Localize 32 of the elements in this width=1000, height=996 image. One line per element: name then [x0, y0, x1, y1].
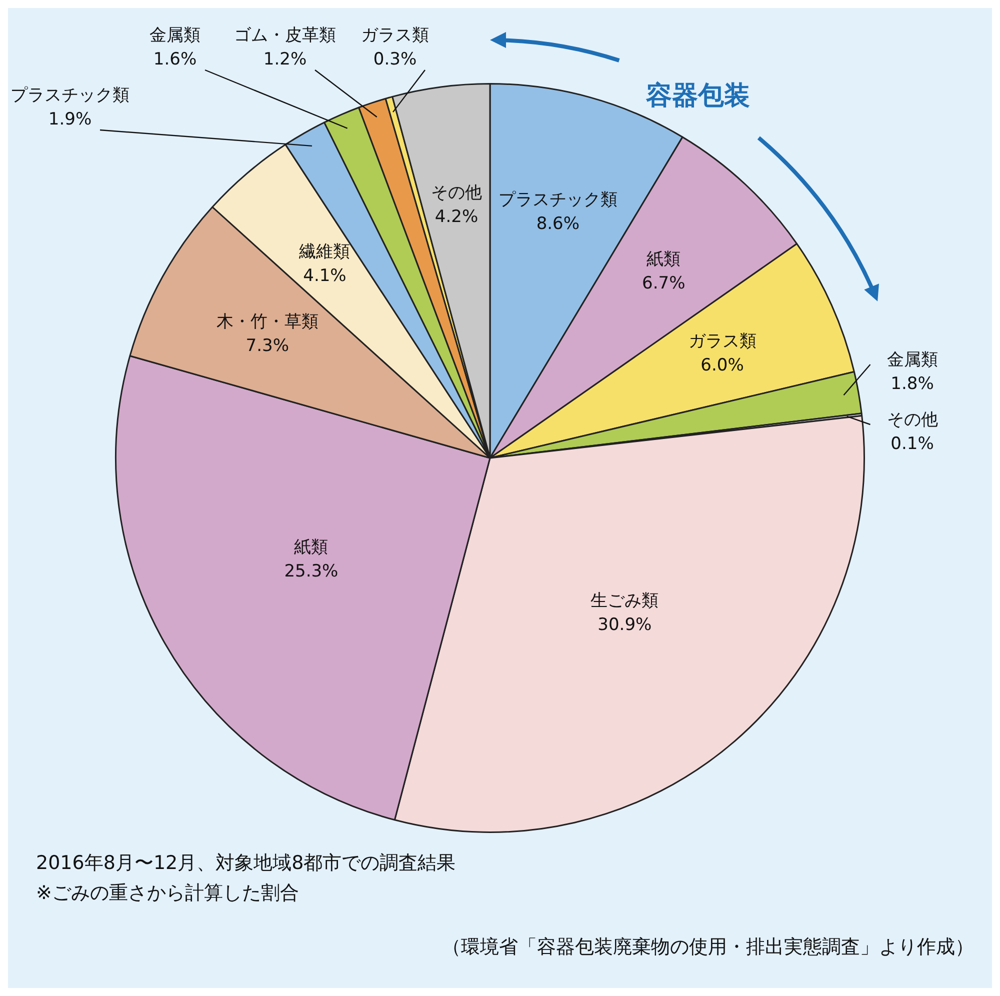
- slice-label: 繊維類: [298, 242, 350, 262]
- data-label: 1.9%: [48, 109, 92, 130]
- slice-label: ガラス類: [688, 331, 756, 352]
- data-label: 25.3%: [284, 561, 338, 582]
- data-label: 30.9%: [598, 615, 652, 636]
- slice-label: 金属類: [150, 25, 200, 46]
- slice-label: その他: [431, 183, 482, 204]
- data-label: 1.8%: [890, 374, 934, 394]
- slice-label: プラスチック類: [10, 85, 130, 106]
- data-label: 1.6%: [153, 49, 197, 70]
- data-label: 4.1%: [303, 266, 346, 286]
- slice-label: 紙類: [294, 537, 328, 558]
- slice-label: ガラス類: [361, 25, 429, 46]
- text: 容器包装: [645, 80, 751, 113]
- data-label: 8.6%: [536, 214, 580, 234]
- data-label: 6.0%: [700, 355, 744, 376]
- slice-label: プラスチック類: [498, 190, 618, 210]
- slice-label: 生ごみ類: [590, 591, 659, 612]
- data-label: 4.2%: [434, 207, 478, 228]
- data-label: 0.1%: [890, 434, 934, 454]
- slice-label: その他: [886, 410, 938, 430]
- data-label: 6.7%: [642, 273, 686, 294]
- data-label: 0.3%: [373, 49, 417, 70]
- data-label: 1.2%: [263, 49, 307, 70]
- text: （環境省「容器包装廃棄物の使用・排出実態調査」より作成）: [442, 935, 974, 960]
- slice-label: ゴム・皮革類: [234, 25, 336, 46]
- slice-label: 金属類: [886, 350, 938, 370]
- data-label: 7.3%: [246, 336, 289, 356]
- slice-label: 紙類: [646, 249, 681, 270]
- text: 2016年8月〜12月、対象地域8都市での調査結果: [36, 851, 456, 876]
- text: ※ごみの重さから計算した割合: [36, 881, 300, 906]
- slice-label: 木・竹・草類: [216, 312, 318, 332]
